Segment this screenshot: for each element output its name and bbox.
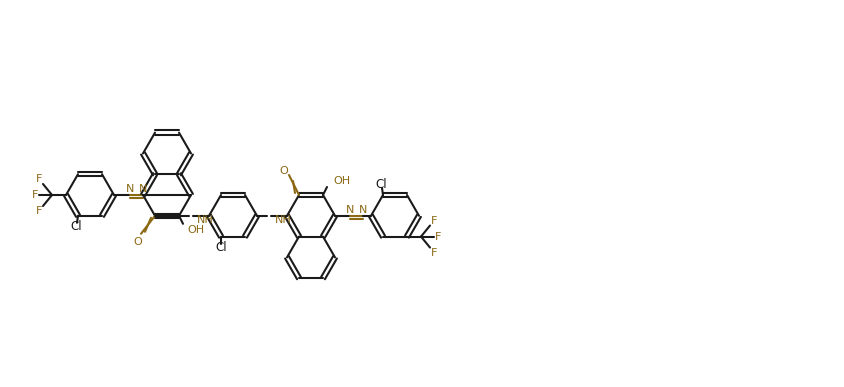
Text: F: F bbox=[35, 206, 42, 216]
Text: O: O bbox=[133, 237, 143, 247]
Text: Cl: Cl bbox=[215, 241, 227, 254]
Text: F: F bbox=[32, 190, 38, 200]
Text: Cl: Cl bbox=[70, 220, 82, 233]
Text: OH: OH bbox=[187, 225, 204, 235]
Text: OH: OH bbox=[333, 176, 350, 186]
Text: N: N bbox=[346, 205, 354, 215]
Text: NH: NH bbox=[197, 215, 214, 225]
Text: O: O bbox=[279, 166, 289, 176]
Text: N: N bbox=[138, 184, 147, 194]
Text: N: N bbox=[126, 184, 134, 194]
Text: F: F bbox=[430, 216, 437, 226]
Text: NH: NH bbox=[275, 215, 292, 225]
Text: F: F bbox=[435, 231, 441, 241]
Text: F: F bbox=[35, 174, 42, 184]
Text: F: F bbox=[430, 248, 437, 258]
Text: Cl: Cl bbox=[376, 178, 387, 190]
Text: N: N bbox=[359, 205, 367, 215]
